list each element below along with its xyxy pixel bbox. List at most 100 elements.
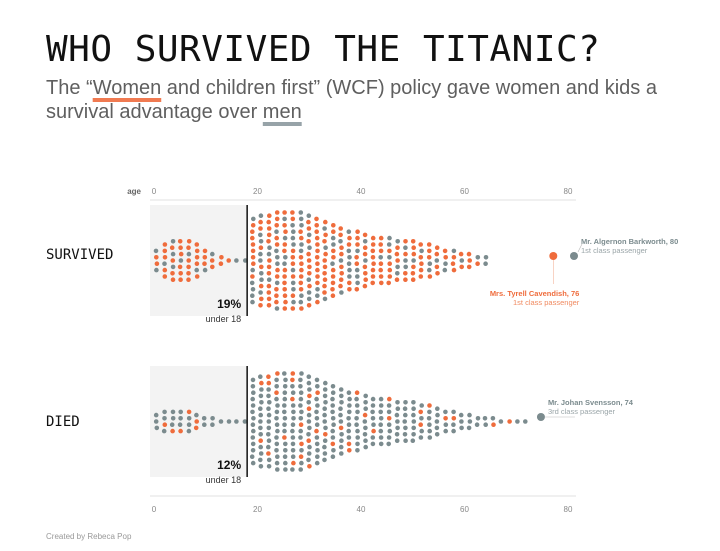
data-point [306,290,312,295]
data-point [290,467,295,472]
data-point [330,235,336,241]
data-point [307,283,312,289]
data-point [266,290,272,295]
data-point [170,251,176,257]
data-point [419,403,425,408]
data-point [194,254,200,260]
data-point [370,280,376,286]
data-point [299,223,304,228]
data-point [515,419,520,424]
data-point [418,435,424,440]
data-point [386,242,392,247]
data-point [482,416,488,421]
data-point [177,264,183,270]
data-point [162,242,168,247]
data-point [355,248,360,254]
data-point [315,287,320,292]
data-point [169,422,175,428]
data-point [458,412,464,418]
data-point [307,387,312,392]
data-point [475,254,481,260]
data-point [250,223,256,228]
data-point [258,419,263,424]
data-point [379,280,384,286]
data-point [338,387,344,392]
data-point [275,467,280,472]
data-point [434,258,440,263]
axis-label: age [127,187,141,196]
data-point [378,254,384,260]
data-point [322,283,327,289]
data-point [298,390,304,396]
data-point [282,242,288,247]
data-point [178,271,183,276]
tick-label-bottom: 60 [460,505,469,514]
data-point [322,412,327,418]
data-point [355,409,360,415]
data-point [298,377,303,383]
data-point [282,422,287,428]
outlier-point [536,413,545,421]
data-point [330,293,336,299]
data-point [250,377,256,383]
data-point [162,422,168,428]
data-point [266,419,272,424]
data-point [403,245,408,250]
data-point [346,416,351,421]
pct-label: under 18 [206,475,242,485]
data-point [322,457,327,463]
credit: Created by Rebeca Pop [46,532,132,541]
data-point [347,403,352,408]
data-point [290,454,296,460]
data-point [370,242,376,247]
data-point [347,396,352,402]
data-point [266,457,272,463]
data-point [315,267,320,273]
data-point [291,460,296,466]
data-point [315,242,320,247]
data-point [315,454,320,460]
data-point [331,448,336,453]
data-point [330,267,336,273]
data-point [178,251,184,257]
data-point [283,441,288,447]
data-point [322,271,327,276]
subtitle: The “Women and children first” (WCF) pol… [46,76,666,124]
data-point [283,299,288,305]
data-point [290,216,296,222]
data-point [291,416,296,421]
data-point [330,435,336,440]
data-point [354,396,359,402]
data-point [258,412,264,418]
data-point [275,267,280,273]
data-point [201,416,207,421]
data-point [443,416,448,421]
data-point [467,258,473,263]
data-point [258,374,263,380]
data-point [418,254,424,260]
data-point [395,258,400,263]
data-point [322,290,327,295]
data-point [274,390,279,396]
data-point [170,258,176,263]
data-point [178,258,184,263]
data-point [250,293,255,299]
data-point [266,406,271,412]
data-point [162,261,167,267]
data-point [266,464,272,469]
data-point [186,258,191,263]
pct-label: under 18 [206,314,242,324]
data-point [411,245,417,250]
data-point [178,245,183,250]
data-point [339,438,344,444]
data-point [169,245,175,250]
outlier-point [570,252,578,260]
data-point [275,261,280,267]
data-point [162,248,168,254]
data-point [355,235,360,241]
data-point [282,210,287,215]
data-point [394,438,400,444]
data-point [403,277,408,283]
data-point [410,438,416,444]
data-point [418,267,424,273]
